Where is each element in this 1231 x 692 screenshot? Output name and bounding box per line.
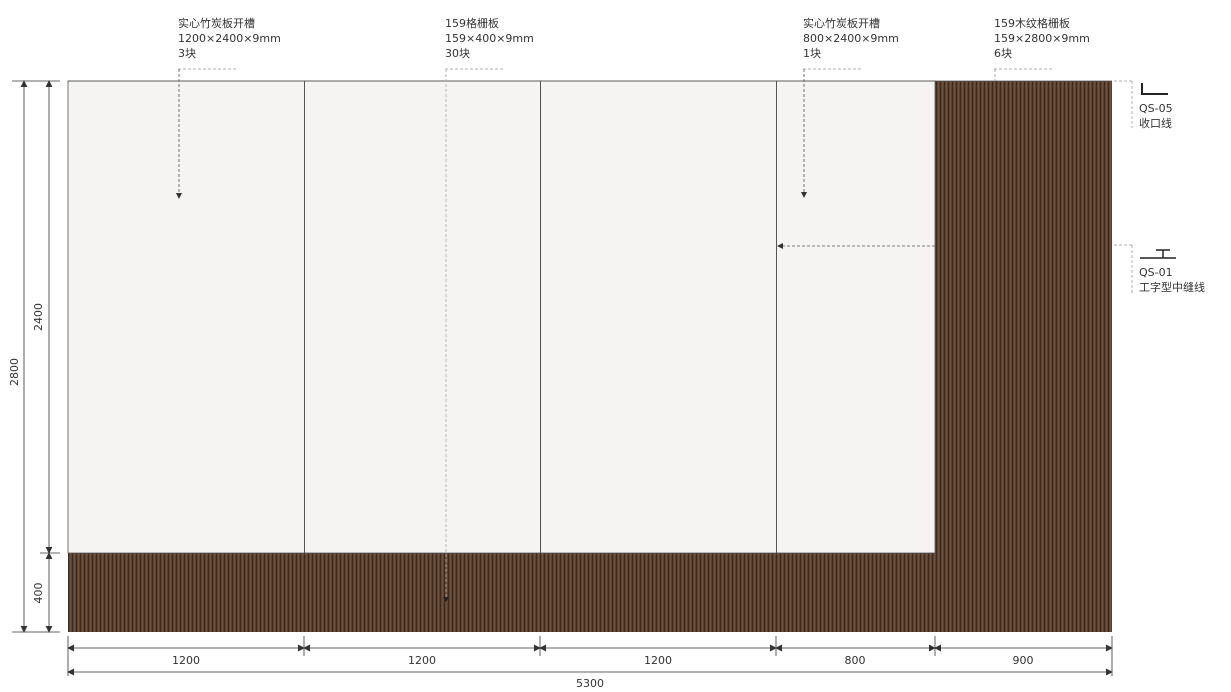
- dim-bottom-4: 800: [845, 654, 866, 667]
- bamboo-panel-area: [67, 80, 936, 554]
- callout-name: 实心竹炭板开槽: [178, 16, 255, 30]
- qs05-profile-icon: [1141, 83, 1168, 95]
- dim-bottom-1: 1200: [172, 654, 200, 667]
- callout-name: 159格栅板: [445, 16, 499, 30]
- seam-pointer: [777, 243, 935, 249]
- trim-qs05: QS-05 收口线: [1114, 80, 1173, 130]
- callout-qty: 30块: [445, 47, 470, 60]
- wall-group: [67, 80, 1112, 632]
- callout-name: 159木纹格栅板: [994, 16, 1070, 30]
- callout-spec: 800×2400×9mm: [803, 32, 899, 45]
- trim-code: QS-05: [1139, 102, 1173, 115]
- dim-bottom-5: 900: [1013, 654, 1034, 667]
- trim-qs01: QS-01 工字型中缝线: [1114, 244, 1205, 295]
- dim-left-panel: 2400: [32, 303, 45, 331]
- dim-bottom-3: 1200: [644, 654, 672, 667]
- callout-1: 实心竹炭板开槽 1200×2400×9mm 3块: [176, 16, 281, 199]
- callout-qty: 6块: [994, 47, 1012, 60]
- callout-3: 实心竹炭板开槽 800×2400×9mm 1块: [801, 16, 899, 198]
- trim-name: 收口线: [1139, 116, 1172, 130]
- callout-qty: 1块: [803, 47, 821, 60]
- callout-qty: 3块: [178, 47, 196, 60]
- callout-spec: 159×2800×9mm: [994, 32, 1090, 45]
- qs01-profile-icon: [1140, 249, 1176, 259]
- wood-grille-bottom: [68, 553, 935, 632]
- dim-bottom-2: 1200: [408, 654, 436, 667]
- callout-2: 159格栅板 159×400×9mm 30块: [443, 16, 534, 602]
- dim-left-skirting: 400: [32, 583, 45, 604]
- trim-name: 工字型中缝线: [1139, 280, 1205, 294]
- wood-grille-right: [935, 81, 1112, 632]
- callout-4: 159木纹格栅板 159×2800×9mm 6块: [994, 16, 1090, 81]
- dim-left: [12, 80, 60, 633]
- trim-code: QS-01: [1139, 266, 1173, 279]
- dim-total: 5300: [576, 677, 604, 690]
- callout-name: 实心竹炭板开槽: [803, 16, 880, 30]
- callout-spec: 1200×2400×9mm: [178, 32, 281, 45]
- dim-left-outer: 2800: [8, 358, 21, 386]
- callout-spec: 159×400×9mm: [445, 32, 534, 45]
- dim-bottom: [67, 636, 1113, 676]
